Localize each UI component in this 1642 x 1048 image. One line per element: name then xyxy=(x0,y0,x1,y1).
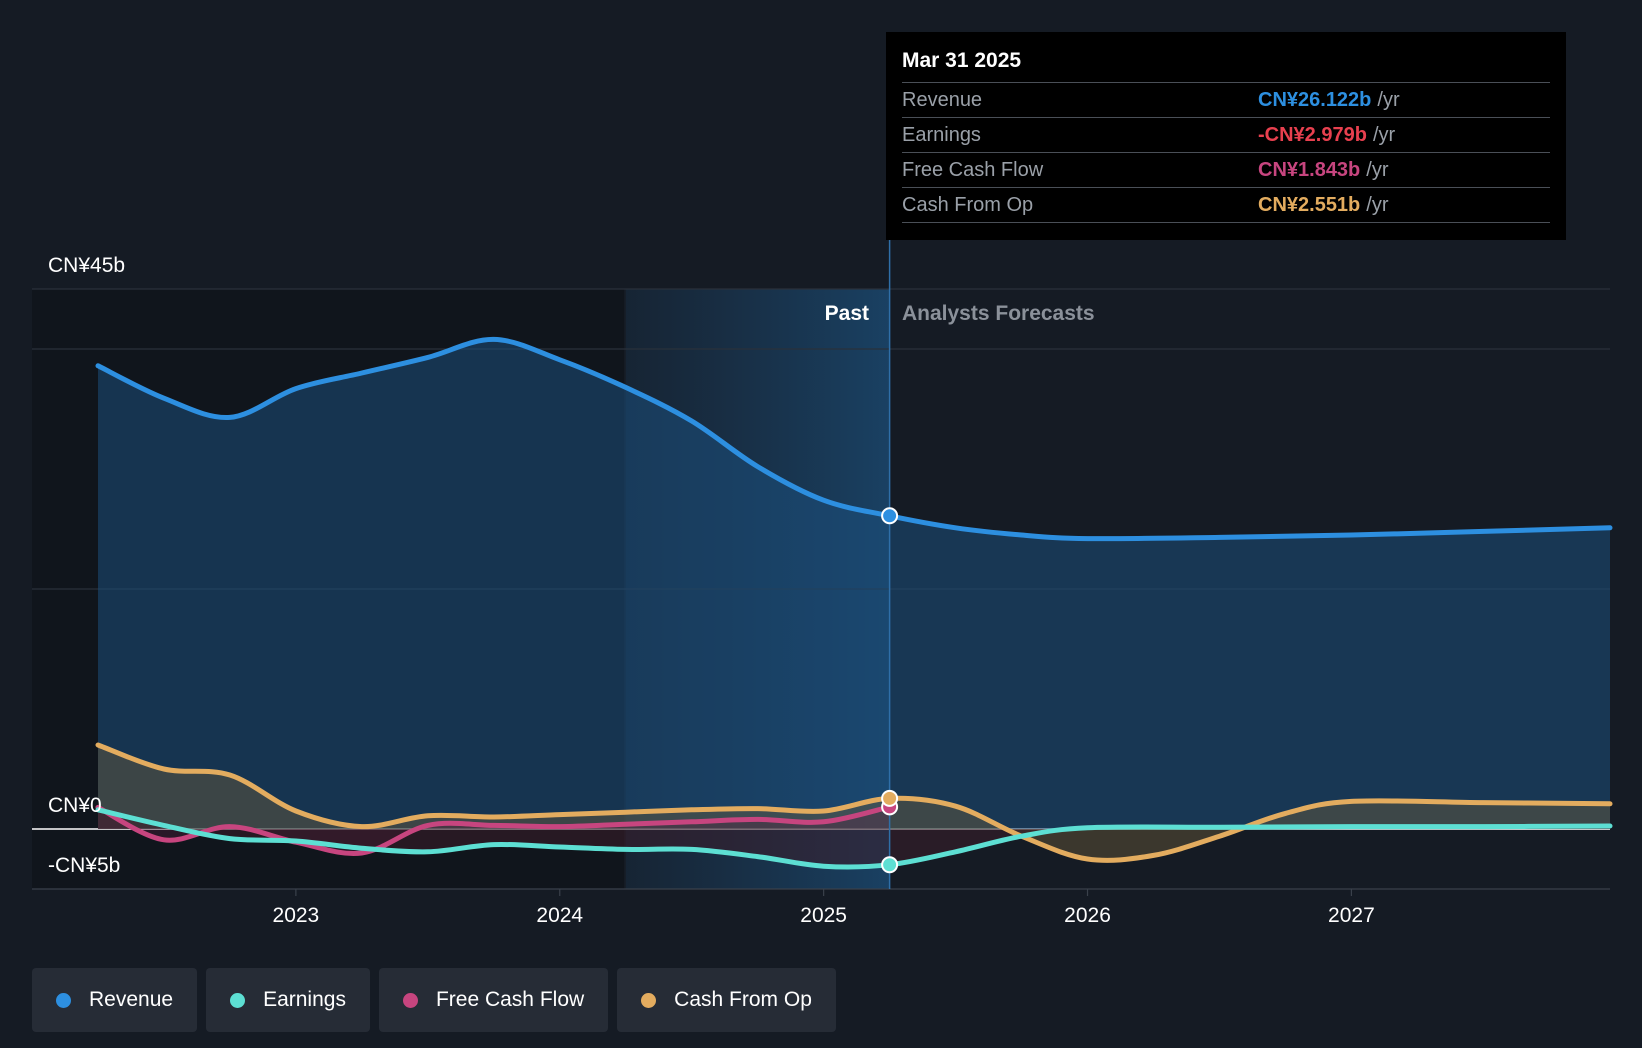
cash-from-op-dot-icon xyxy=(641,992,657,1008)
revenue-marker[interactable] xyxy=(881,507,899,525)
legend-label: Cash From Op xyxy=(674,988,812,1011)
revenue-dot-icon xyxy=(56,992,71,1008)
tooltip-value: CN¥1.843b xyxy=(1258,158,1361,181)
tooltip-value: -CN¥2.979b xyxy=(1258,123,1367,146)
tooltip-row-earnings: Earnings -CN¥2.979b /yr xyxy=(902,117,1550,152)
legend-label: Earnings xyxy=(263,988,346,1011)
free-cash-flow-dot-icon xyxy=(402,992,418,1008)
tooltip-label: Earnings xyxy=(902,123,981,146)
legend-item-revenue[interactable]: Revenue xyxy=(32,968,198,1032)
earnings-marker[interactable] xyxy=(881,856,899,874)
tooltip-row-cash-from-op: Cash From Op CN¥2.551b /yr xyxy=(902,187,1550,223)
legend-item-earnings[interactable]: Earnings xyxy=(206,968,370,1032)
chart-legend: Revenue Earnings Free Cash Flow Cash Fro… xyxy=(32,968,836,1032)
y-tick-top: CN¥45b xyxy=(48,254,125,277)
y-tick-zero: CN¥0 xyxy=(48,794,102,817)
tooltip-value: CN¥26.122b xyxy=(1258,88,1372,111)
earnings-area xyxy=(98,809,1610,867)
series-lines xyxy=(95,336,1613,870)
forecast-label: Analysts Forecasts xyxy=(902,302,1095,325)
tooltip-label: Revenue xyxy=(902,88,983,111)
earnings-line xyxy=(95,807,1613,870)
data-tooltip: Mar 31 2025 Revenue CN¥26.122b /yr Earni… xyxy=(886,32,1566,240)
tooltip-unit: /yr xyxy=(1372,123,1396,146)
y-tick-bottom: -CN¥5b xyxy=(48,854,120,877)
legend-label: Revenue xyxy=(89,988,174,1011)
revenue-line xyxy=(95,336,1613,542)
revenue-area xyxy=(98,339,1610,829)
x-axis-ticks: 2023 2024 2025 2026 2027 xyxy=(273,889,1375,927)
x-tick-label: 2024 xyxy=(536,904,583,927)
tooltip-label: Free Cash Flow xyxy=(902,158,1044,181)
legend-label: Free Cash Flow xyxy=(435,988,585,1011)
legend-item-free-cash-flow[interactable]: Free Cash Flow xyxy=(378,968,609,1032)
tooltip-unit: /yr xyxy=(1366,193,1389,216)
past-label: Past xyxy=(825,302,869,325)
tooltip-label: Cash From Op xyxy=(902,193,1034,216)
x-tick-label: 2027 xyxy=(1328,904,1375,927)
tooltip-date: Mar 31 2025 xyxy=(902,49,1022,72)
x-tick-label: 2026 xyxy=(1064,904,1111,927)
tooltip-row-revenue: Revenue CN¥26.122b /yr xyxy=(902,82,1550,117)
tooltip-row-free-cash-flow: Free Cash Flow CN¥1.843b /yr xyxy=(902,152,1550,187)
x-tick-label: 2023 xyxy=(273,904,320,927)
tooltip-unit: /yr xyxy=(1377,88,1400,111)
earnings-dot-icon xyxy=(230,992,246,1008)
x-tick-label: 2025 xyxy=(800,904,847,927)
tooltip-value: CN¥2.551b xyxy=(1258,193,1361,216)
free-cash-flow-line xyxy=(95,804,893,857)
cash-from-op-marker[interactable] xyxy=(881,789,899,807)
tooltip-unit: /yr xyxy=(1366,158,1389,181)
legend-item-cash-from-op[interactable]: Cash From Op xyxy=(617,968,836,1032)
cash-from-op-line xyxy=(95,742,1613,863)
series-markers[interactable] xyxy=(881,507,899,874)
